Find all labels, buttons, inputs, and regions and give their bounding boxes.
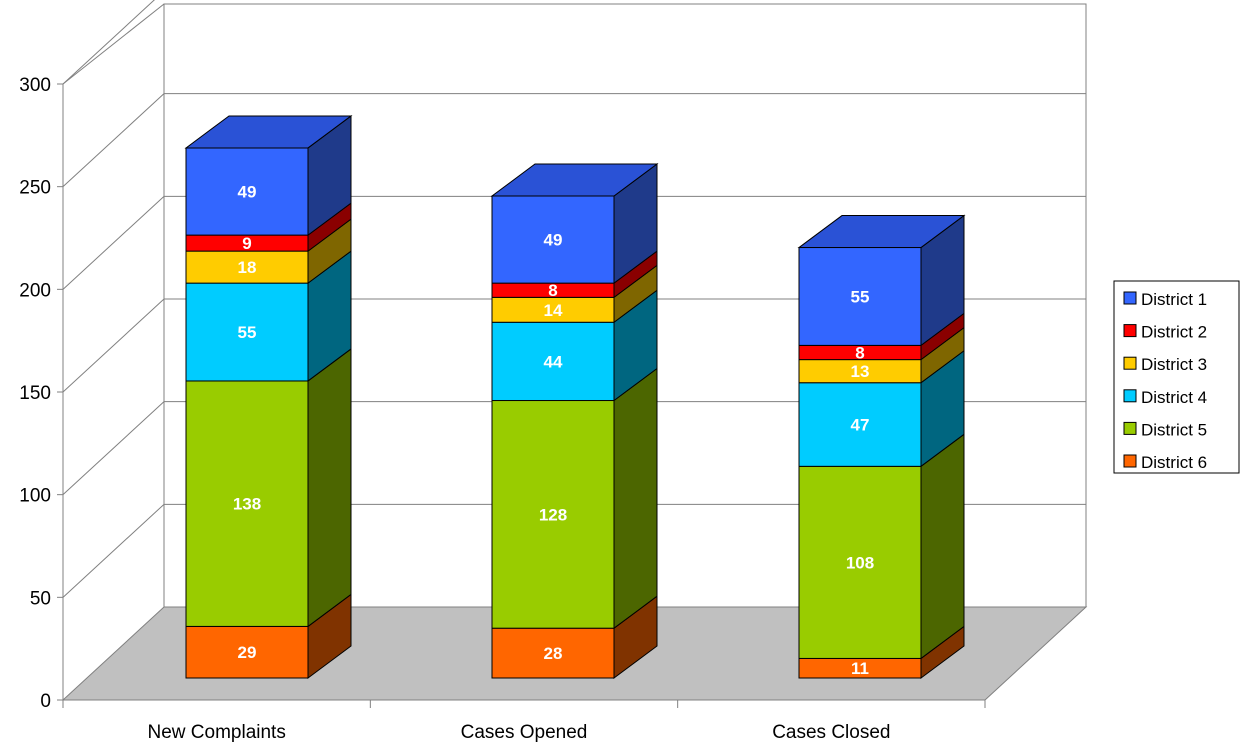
- y-tick-label: 150: [19, 383, 51, 404]
- legend-label: District 6: [1141, 453, 1207, 472]
- bar-segment: [185, 380, 309, 627]
- data-label: 55: [851, 287, 870, 306]
- bar-segment: [798, 247, 922, 346]
- data-label: 8: [548, 281, 557, 300]
- legend-label: District 2: [1141, 323, 1207, 342]
- bar-side: [307, 347, 352, 628]
- data-label: 47: [851, 416, 870, 435]
- bar-top: [490, 163, 659, 197]
- x-tick-label: Cases Opened: [461, 722, 588, 743]
- gridline-side: [62, 503, 165, 598]
- legend-label: District 5: [1141, 420, 1207, 439]
- y-tick-label: 0: [40, 691, 51, 712]
- bar-segment: [798, 382, 922, 467]
- data-label: 44: [544, 352, 563, 371]
- bar-side: [613, 367, 658, 630]
- bar-segment: [185, 625, 309, 679]
- legend-label: District 1: [1141, 290, 1207, 309]
- bar-top: [797, 215, 966, 249]
- legend-swatch: [1123, 291, 1137, 305]
- x-tick-label: New Complaints: [148, 722, 286, 743]
- bar-segment: [491, 195, 615, 284]
- data-label: 11: [851, 659, 869, 678]
- legend-swatch: [1123, 356, 1137, 370]
- data-label: 49: [238, 183, 257, 202]
- gridline-side: [62, 401, 165, 496]
- data-label: 128: [539, 505, 567, 524]
- legend-label: District 3: [1141, 355, 1207, 374]
- legend: [1113, 280, 1240, 474]
- data-label: 28: [544, 644, 563, 663]
- data-label: 18: [238, 258, 257, 277]
- gridline-side: [62, 93, 165, 188]
- data-label: 14: [544, 301, 563, 320]
- bar-side: [920, 433, 965, 660]
- bar-segment: [185, 250, 309, 284]
- y-tick-label: 250: [19, 178, 51, 199]
- x-tick-label: Cases Closed: [772, 722, 890, 743]
- legend-swatch: [1123, 454, 1137, 468]
- legend-swatch: [1123, 389, 1137, 403]
- bar-segment: [185, 282, 309, 382]
- data-label: 8: [855, 343, 864, 362]
- data-label: 55: [238, 323, 257, 342]
- y-tick-label: 100: [19, 486, 51, 507]
- y-tick-label: 300: [19, 75, 51, 96]
- data-label: 49: [544, 231, 563, 250]
- gridline-side: [62, 0, 155, 85]
- bar-segment: [491, 296, 615, 323]
- gridline-side: [62, 195, 165, 290]
- data-label: 29: [238, 643, 257, 662]
- gridline-side: [62, 298, 165, 393]
- wall-edge: [62, 3, 165, 85]
- bar-segment: [491, 321, 615, 402]
- data-label: 13: [851, 362, 870, 381]
- bar-top: [184, 115, 353, 149]
- data-label: 108: [846, 553, 874, 572]
- data-label: 9: [242, 234, 251, 253]
- y-tick-label: 200: [19, 280, 51, 301]
- legend-swatch: [1123, 324, 1137, 338]
- legend-swatch: [1123, 421, 1137, 435]
- legend-label: District 4: [1141, 388, 1207, 407]
- y-tick-label: 50: [30, 588, 51, 609]
- data-label: 138: [233, 495, 261, 514]
- bar-segment: [185, 147, 309, 236]
